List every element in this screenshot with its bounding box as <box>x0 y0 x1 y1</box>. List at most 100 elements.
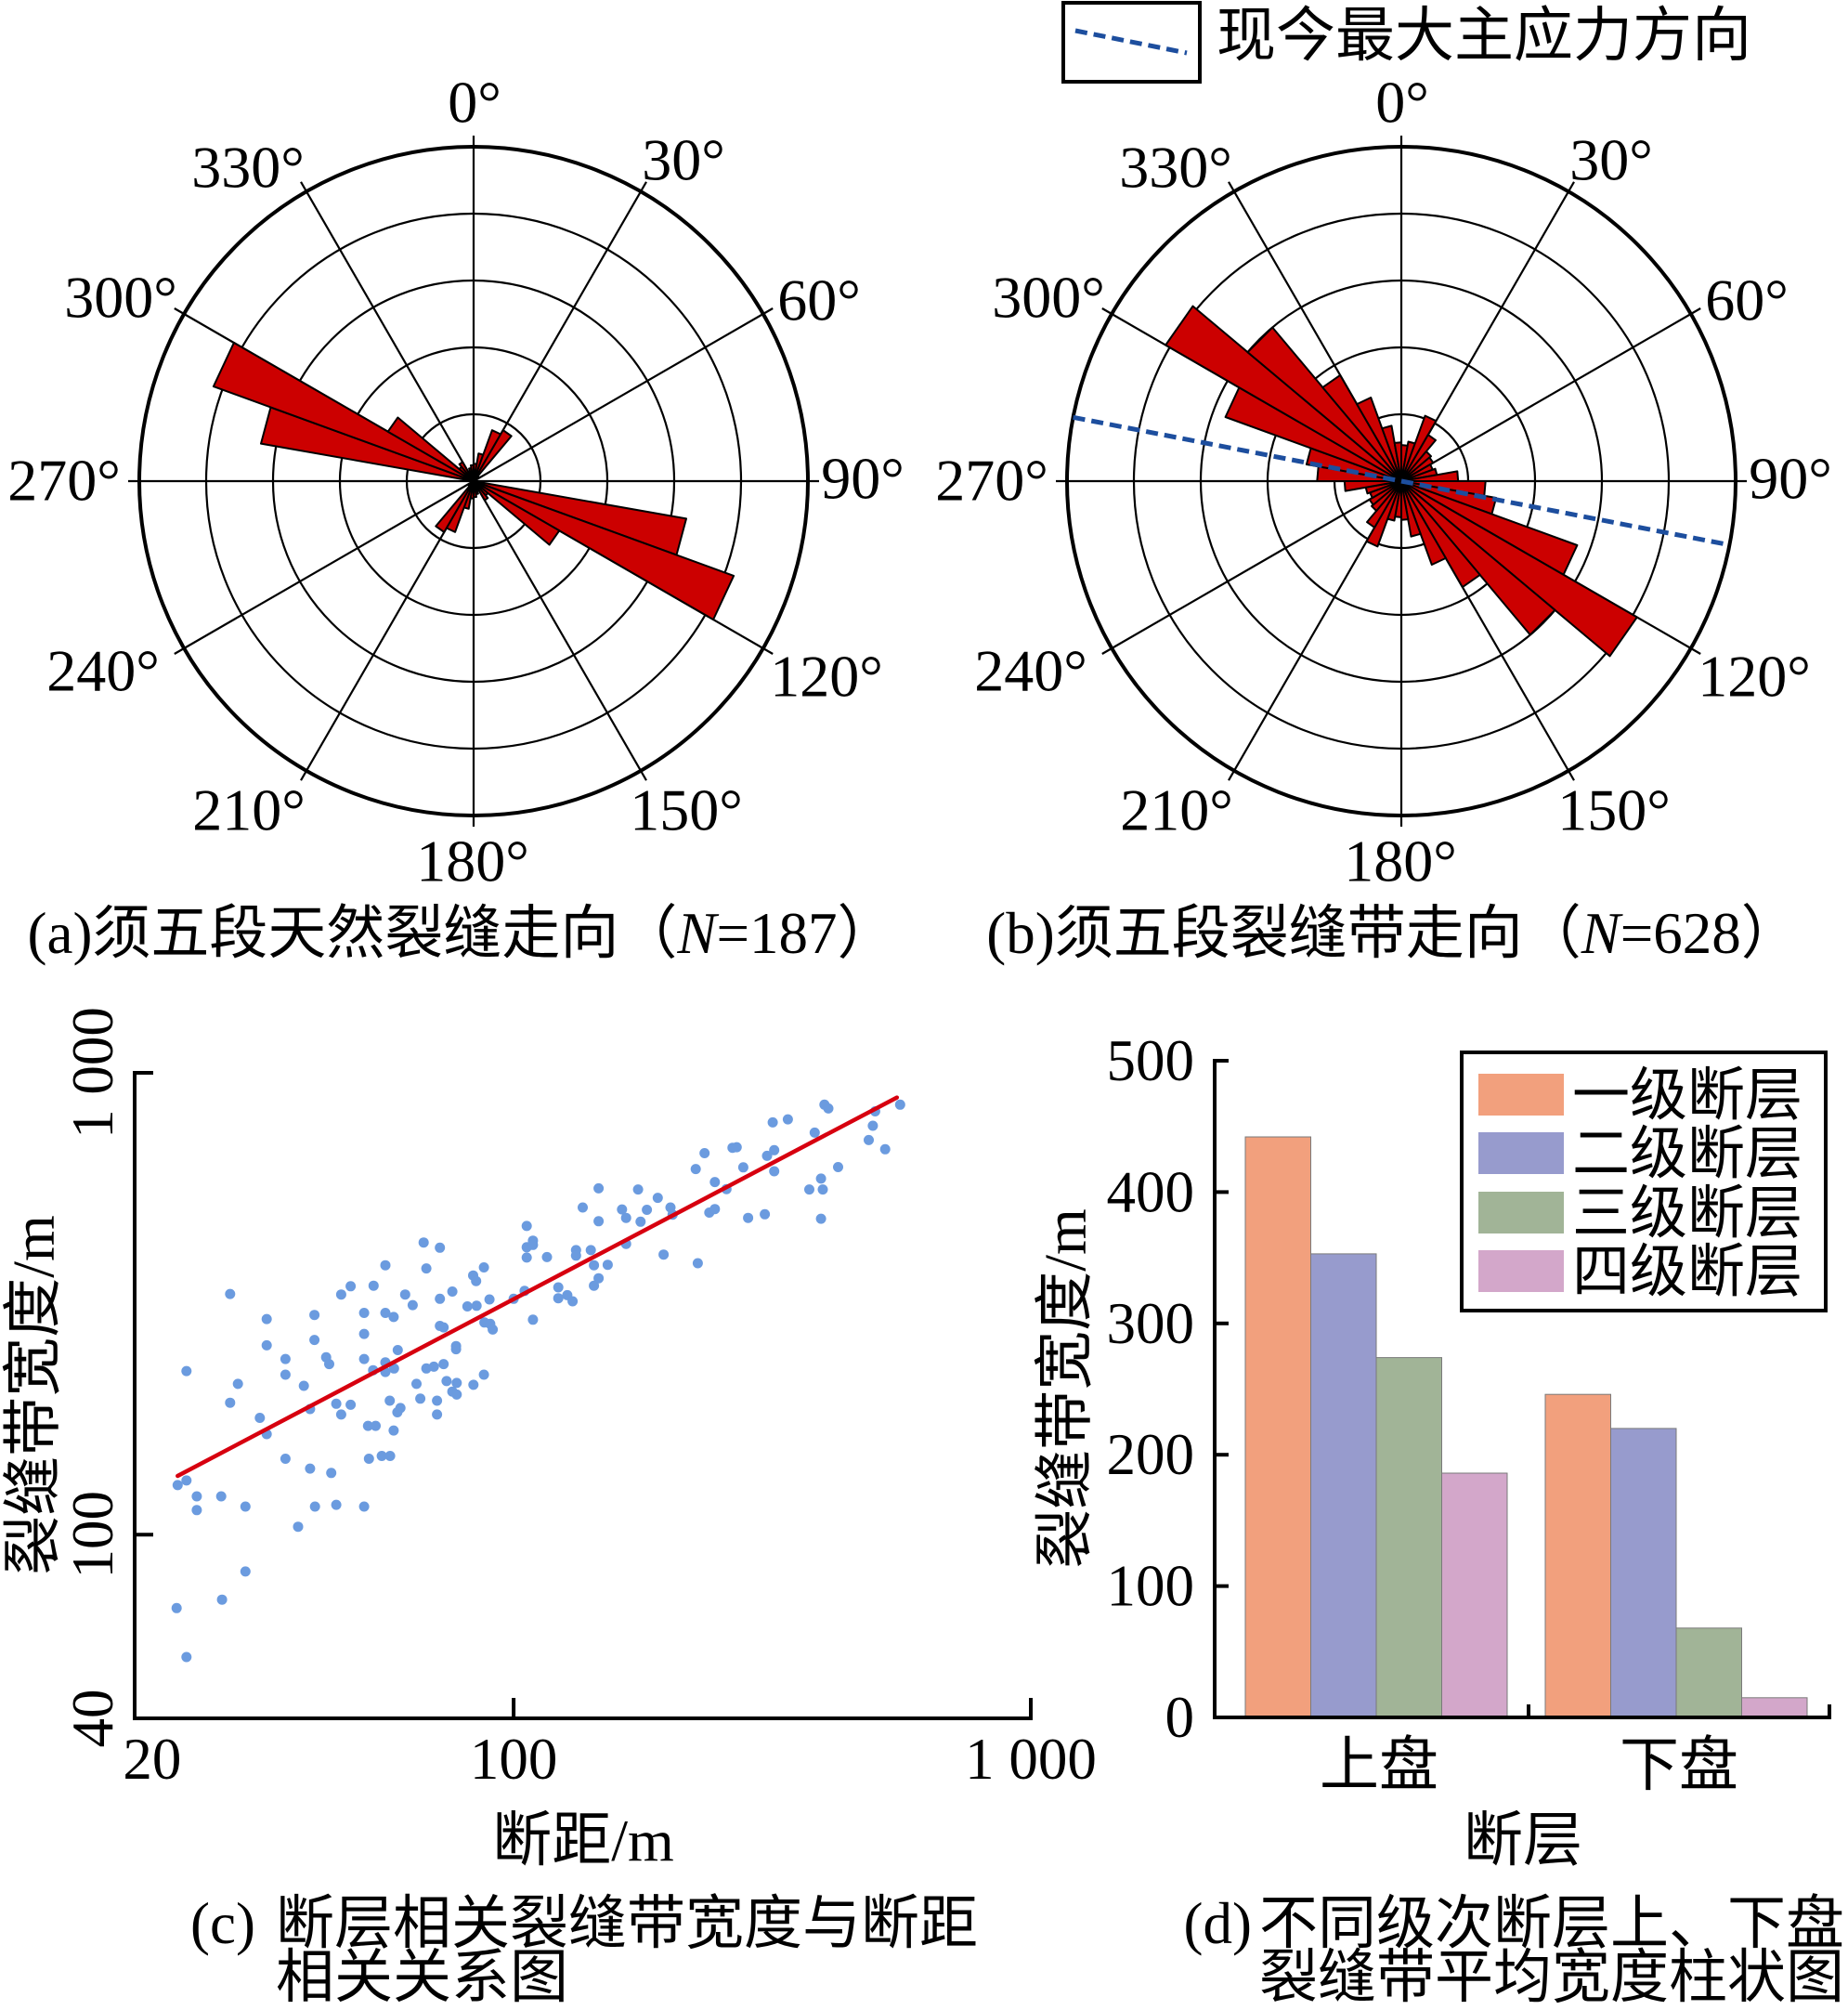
scatter-point <box>867 1120 878 1131</box>
scatter-point <box>468 1379 479 1390</box>
y-tick-label: 100 <box>1107 1554 1195 1619</box>
scatter-point <box>761 1150 773 1161</box>
scatter-point <box>471 1275 482 1286</box>
scatter-point <box>392 1345 403 1355</box>
scatter-point <box>894 1099 905 1110</box>
scatter-point <box>411 1378 422 1390</box>
scatter-point <box>171 1602 182 1613</box>
scatter-point <box>692 1258 703 1269</box>
bar-axes: 上盘 下盘 0 100 200 300 400 500 <box>1107 1028 1831 1798</box>
scatter-point <box>553 1282 564 1293</box>
scatter-point <box>309 1310 320 1321</box>
caption-b-label: (b) <box>986 901 1054 966</box>
scatter-point <box>521 1252 532 1263</box>
rose-overlay-b <box>1073 414 1730 548</box>
scatter-point <box>280 1369 291 1380</box>
rose-angle-label: 90° <box>821 446 904 512</box>
scatter-point <box>388 1312 399 1323</box>
scatter-points <box>171 1099 905 1663</box>
scatter-point <box>324 1359 334 1370</box>
scatter-point <box>478 1262 489 1273</box>
rose-spoke <box>1400 307 1701 482</box>
caption-d-line2: 裂缝带平均宽度柱状图 <box>1259 1945 1844 2010</box>
y-tick-label: 0 <box>1165 1685 1195 1750</box>
rose-angle-label: 150° <box>1557 777 1671 843</box>
rose-petal <box>1165 305 1402 482</box>
scatter-point <box>737 1162 748 1173</box>
scatter-point <box>589 1280 600 1291</box>
rose-angle-label: 300° <box>992 265 1105 331</box>
rose-petals-a <box>212 342 735 620</box>
rose-angle-label: 210° <box>192 777 306 843</box>
rose-angle-label: 180° <box>1344 829 1457 894</box>
scatter-point <box>261 1339 272 1351</box>
scatter-point <box>642 1205 653 1215</box>
bar-y-axis-title: 裂缝带宽度/m <box>1033 1208 1099 1569</box>
bar <box>1675 1627 1742 1718</box>
x-tick-label: 1 000 <box>965 1727 1097 1792</box>
rose-spoke <box>174 480 475 655</box>
scatter-point <box>428 1361 439 1372</box>
caption-b-close: ） <box>1741 901 1800 966</box>
scatter-point <box>345 1399 357 1410</box>
scatter-point <box>293 1521 304 1533</box>
rose-petal <box>435 480 475 533</box>
rose-grid-a <box>128 136 819 827</box>
rose-petal <box>473 480 735 620</box>
scatter-point <box>585 1245 596 1256</box>
scatter-point <box>769 1144 780 1155</box>
legend-swatch <box>1478 1250 1564 1292</box>
rose-spoke <box>300 181 475 482</box>
scatter-point <box>864 1134 874 1145</box>
scatter-point <box>553 1293 564 1304</box>
y-tick-label: 40 <box>60 1690 125 1748</box>
scatter-point <box>380 1308 391 1318</box>
bars <box>1244 1136 1808 1718</box>
rose-angle-labels-b: 0° 30° 60° 90° 120° 150° 180° 210° 240° 270° 300°3… <box>935 70 1832 894</box>
rose-petal <box>1393 441 1402 482</box>
scatter-point <box>450 1344 462 1355</box>
scatter-point <box>438 1359 449 1370</box>
rose-angle-label: 0° <box>1375 70 1429 136</box>
rose-petal <box>467 480 475 488</box>
rose-angle-label: 330° <box>1119 135 1232 201</box>
dashed-line-icon <box>1074 28 1188 56</box>
scatter-point <box>191 1505 202 1516</box>
scatter-point <box>699 1148 710 1158</box>
scatter-x-axis-title: 断距/m <box>492 1808 674 1873</box>
caption-c-line1: (c) 断层相关裂缝带宽度与断距 <box>190 1891 978 1956</box>
scatter-axis-lines <box>133 1071 1033 1720</box>
scatter-point <box>769 1166 780 1177</box>
scatter-point <box>358 1501 370 1512</box>
caption-a-n-value: =187 <box>716 901 837 966</box>
caption-a-n-symbol: N <box>676 901 719 966</box>
scatter-point <box>435 1293 446 1304</box>
scatter-point <box>760 1208 771 1220</box>
rose-angle-label: 120° <box>1698 644 1811 710</box>
rose-angle-label: 120° <box>770 644 883 710</box>
rose-spoke <box>1101 480 1402 655</box>
bar <box>1310 1253 1377 1718</box>
bar <box>1375 1357 1442 1718</box>
y-tick-label: 400 <box>1107 1159 1195 1224</box>
bar <box>1441 1472 1508 1718</box>
scatter-point <box>879 1143 891 1155</box>
rose-spoke <box>473 307 774 482</box>
scatter-point <box>620 1212 631 1223</box>
scatter-point <box>280 1353 291 1364</box>
scatter-point <box>225 1397 236 1408</box>
rose-petal <box>1400 480 1638 658</box>
scatter-point <box>451 1377 462 1389</box>
scatter-point <box>331 1499 342 1510</box>
scatter-point <box>451 1389 462 1400</box>
bar-x-axis-title: 断层 <box>1464 1808 1582 1873</box>
scatter-point <box>415 1393 426 1404</box>
scatter-point <box>240 1566 251 1577</box>
scatter-point <box>392 1407 403 1417</box>
stress-legend: 现今最大主应力方向 <box>1061 1 1751 84</box>
scatter-point <box>358 1328 370 1339</box>
scatter-point <box>809 1127 820 1138</box>
scatter-point <box>335 1289 346 1300</box>
legend-swatch <box>1478 1074 1564 1116</box>
y-tick-label: 100 <box>60 1491 125 1579</box>
